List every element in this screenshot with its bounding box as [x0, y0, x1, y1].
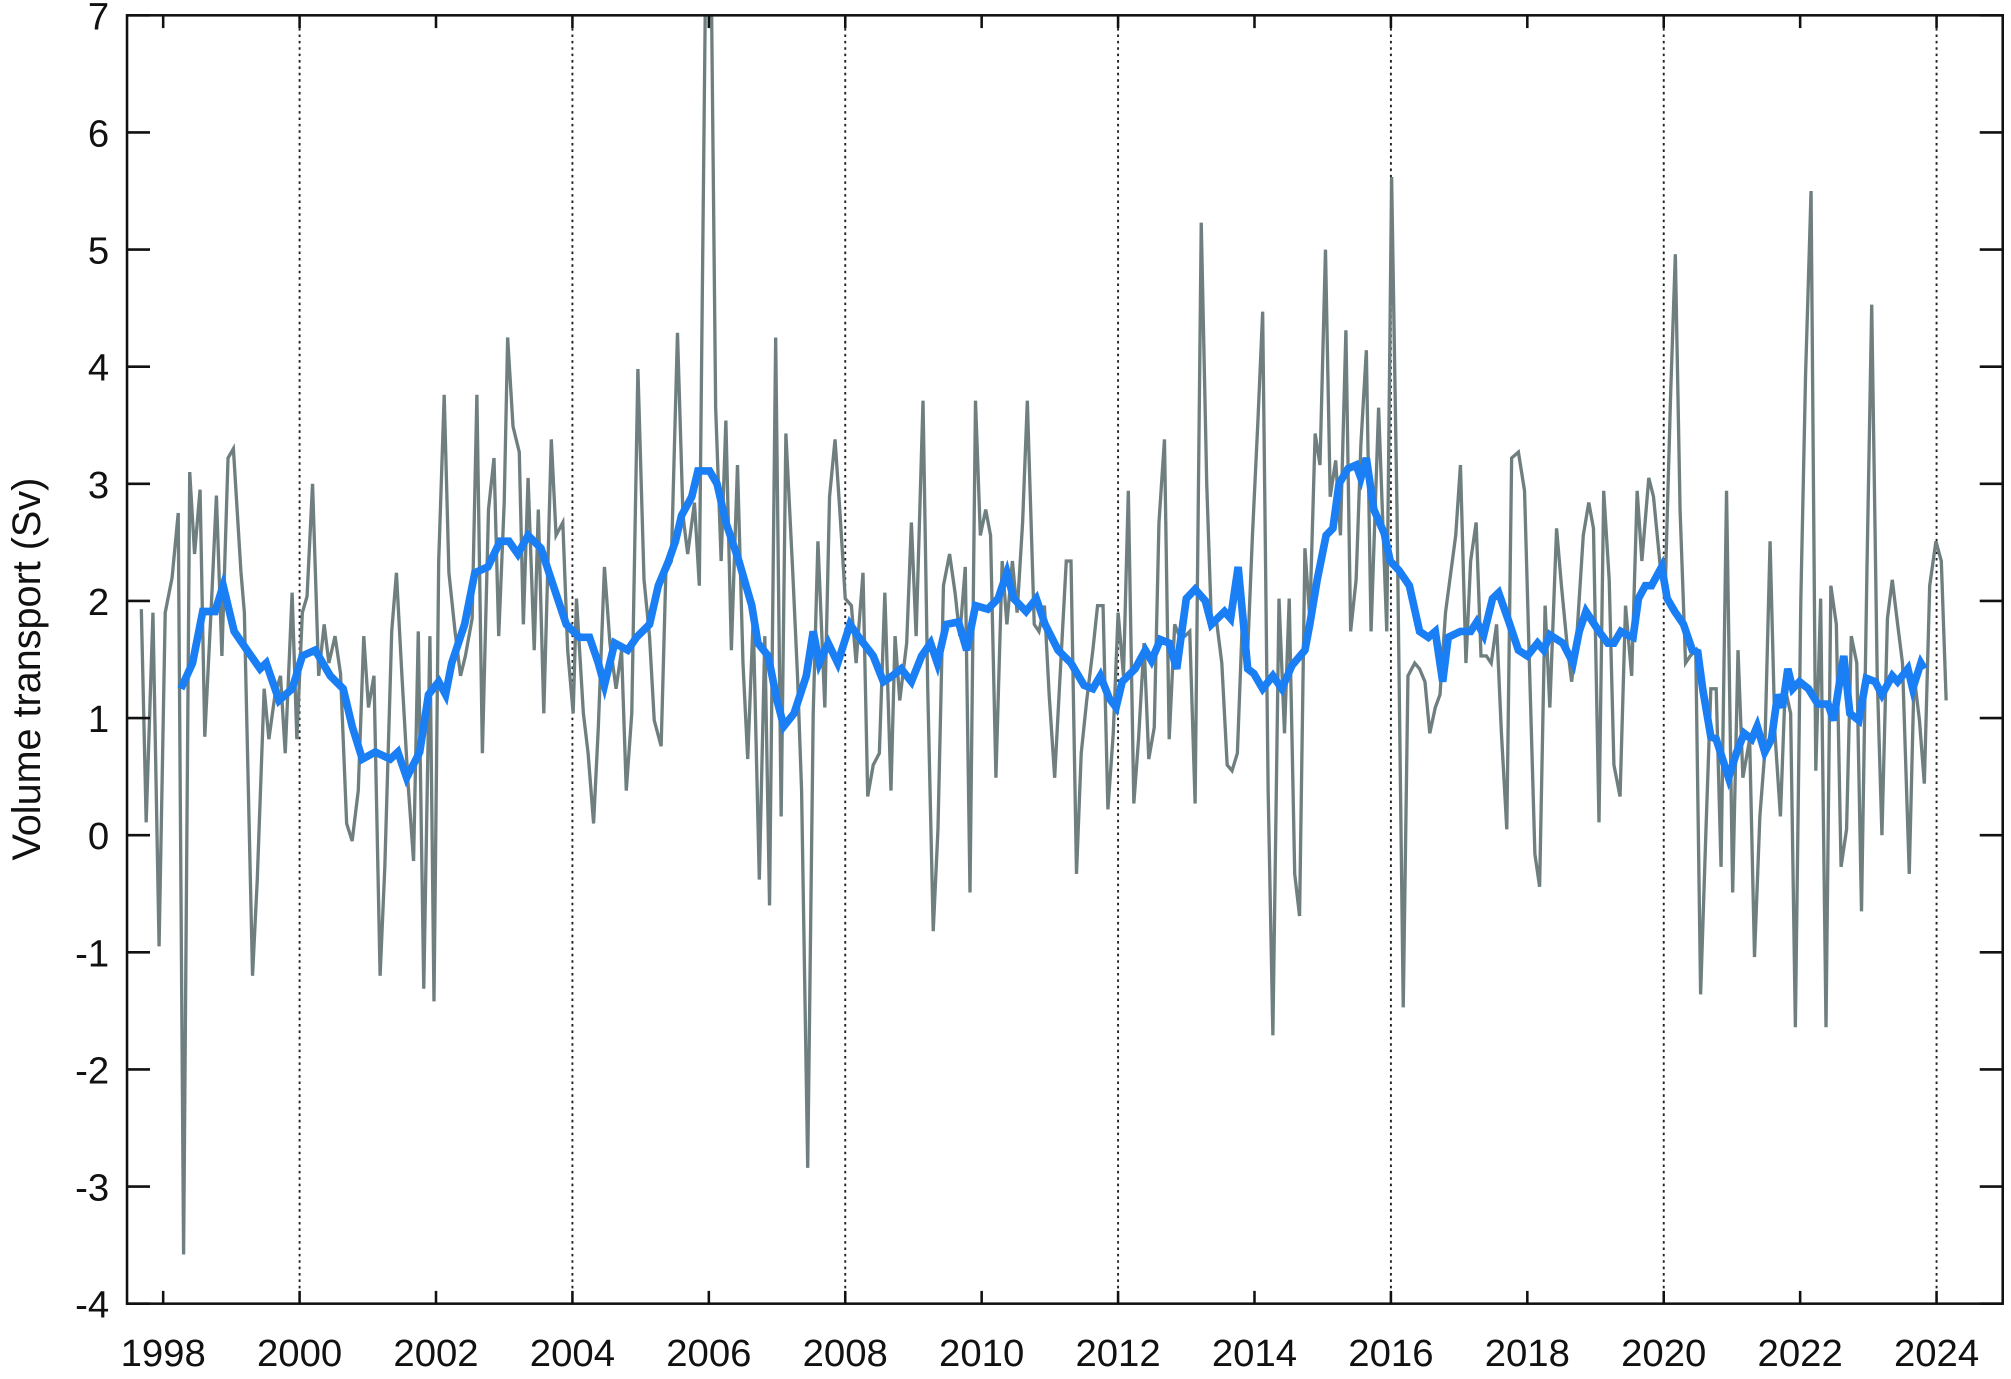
y-tick-label: 1: [88, 698, 109, 741]
y-tick-label: -3: [75, 1167, 109, 1210]
y-tick-label: 3: [88, 464, 109, 507]
x-tick-label: 2002: [393, 1332, 478, 1375]
x-tick-label: 2012: [1075, 1332, 1160, 1375]
monthly-series-line: [139, 15, 1948, 1255]
y-tick-label: 4: [88, 347, 109, 390]
x-tick-label: 2024: [1894, 1332, 1979, 1375]
y-tick-label: 7: [88, 0, 109, 38]
x-tick-label: 2018: [1485, 1332, 1570, 1375]
x-tick-label: 2016: [1348, 1332, 1433, 1375]
y-tick-label: 5: [88, 230, 109, 273]
y-tick-label: 0: [88, 815, 109, 858]
x-tick-label: 2006: [666, 1332, 751, 1375]
y-tick-label: 6: [88, 112, 109, 155]
y-tick-label: 2: [88, 581, 109, 624]
x-tick-label: 2022: [1758, 1332, 1843, 1375]
x-tick-label: 2008: [803, 1332, 888, 1375]
x-tick-label: 2010: [939, 1332, 1024, 1375]
y-tick-labels: -4 -3 -2 -1 0 1 2 3 4 5 6 7: [75, 0, 109, 1327]
x-tick-label: 2020: [1621, 1332, 1706, 1375]
dotted-year-gridlines: [298, 15, 1938, 1304]
smoothed-series-line: [177, 456, 1928, 791]
y-tick-label: -1: [75, 932, 109, 975]
y-tick-label: -4: [75, 1284, 109, 1327]
y-tick-label: -2: [75, 1049, 109, 1092]
series-group: [139, 15, 1948, 1255]
y-axis-label: Volume transport (Sv): [5, 478, 49, 861]
x-tick-labels: 1998 2000 2002 2004 2006 2008 2010 2012 2014 2016…: [121, 1332, 1980, 1375]
x-tick-label: 1998: [121, 1332, 206, 1375]
plot-frame: [125, 14, 2004, 1305]
axis-ticks: [127, 14, 2003, 1305]
x-tick-label: 2004: [530, 1332, 615, 1375]
x-tick-label: 2014: [1212, 1332, 1297, 1375]
x-tick-label: 2000: [257, 1332, 342, 1375]
